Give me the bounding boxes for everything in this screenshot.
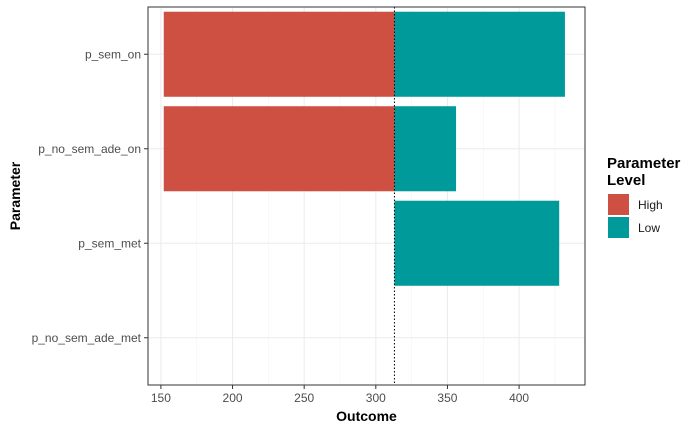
x-tick-label: 350 — [437, 391, 457, 405]
x-tick-label: 400 — [509, 391, 529, 405]
legend: Parameter Level High Low — [607, 155, 681, 238]
y-axis-title: Parameter — [7, 161, 23, 230]
x-tick-label: 150 — [151, 391, 171, 405]
bar-low-p-no-sem-ade-on — [394, 106, 457, 192]
panel-border — [147, 6, 586, 386]
x-tick-label: 250 — [294, 391, 314, 405]
y-axis-ticks: p_sem_on p_no_sem_ade_on p_sem_met p_no_sem… — [32, 47, 148, 345]
bars — [163, 11, 565, 286]
legend-title-line2: Level — [607, 172, 645, 189]
bar-low-p-sem-on — [394, 11, 565, 97]
y-tick-label: p_sem_met — [78, 236, 141, 250]
bar-low-p-sem-met — [394, 200, 560, 286]
legend-label-low: Low — [638, 221, 660, 235]
legend-title-line1: Parameter — [607, 155, 681, 172]
legend-key-high — [608, 194, 629, 215]
y-tick-label: p_no_sem_ade_met — [32, 331, 142, 345]
bar-high-p-no-sem-ade-on — [163, 106, 395, 192]
y-tick-label: p_sem_on — [85, 47, 141, 61]
x-tick-label: 300 — [366, 391, 386, 405]
x-tick-label: 200 — [223, 391, 243, 405]
legend-key-low — [608, 217, 629, 238]
x-axis-title: Outcome — [336, 408, 397, 424]
legend-label-high: High — [638, 198, 663, 212]
bar-high-p-sem-on — [163, 11, 395, 97]
y-tick-label: p_no_sem_ade_on — [38, 142, 141, 156]
x-axis-ticks: 150 200 250 300 350 400 — [151, 385, 529, 405]
